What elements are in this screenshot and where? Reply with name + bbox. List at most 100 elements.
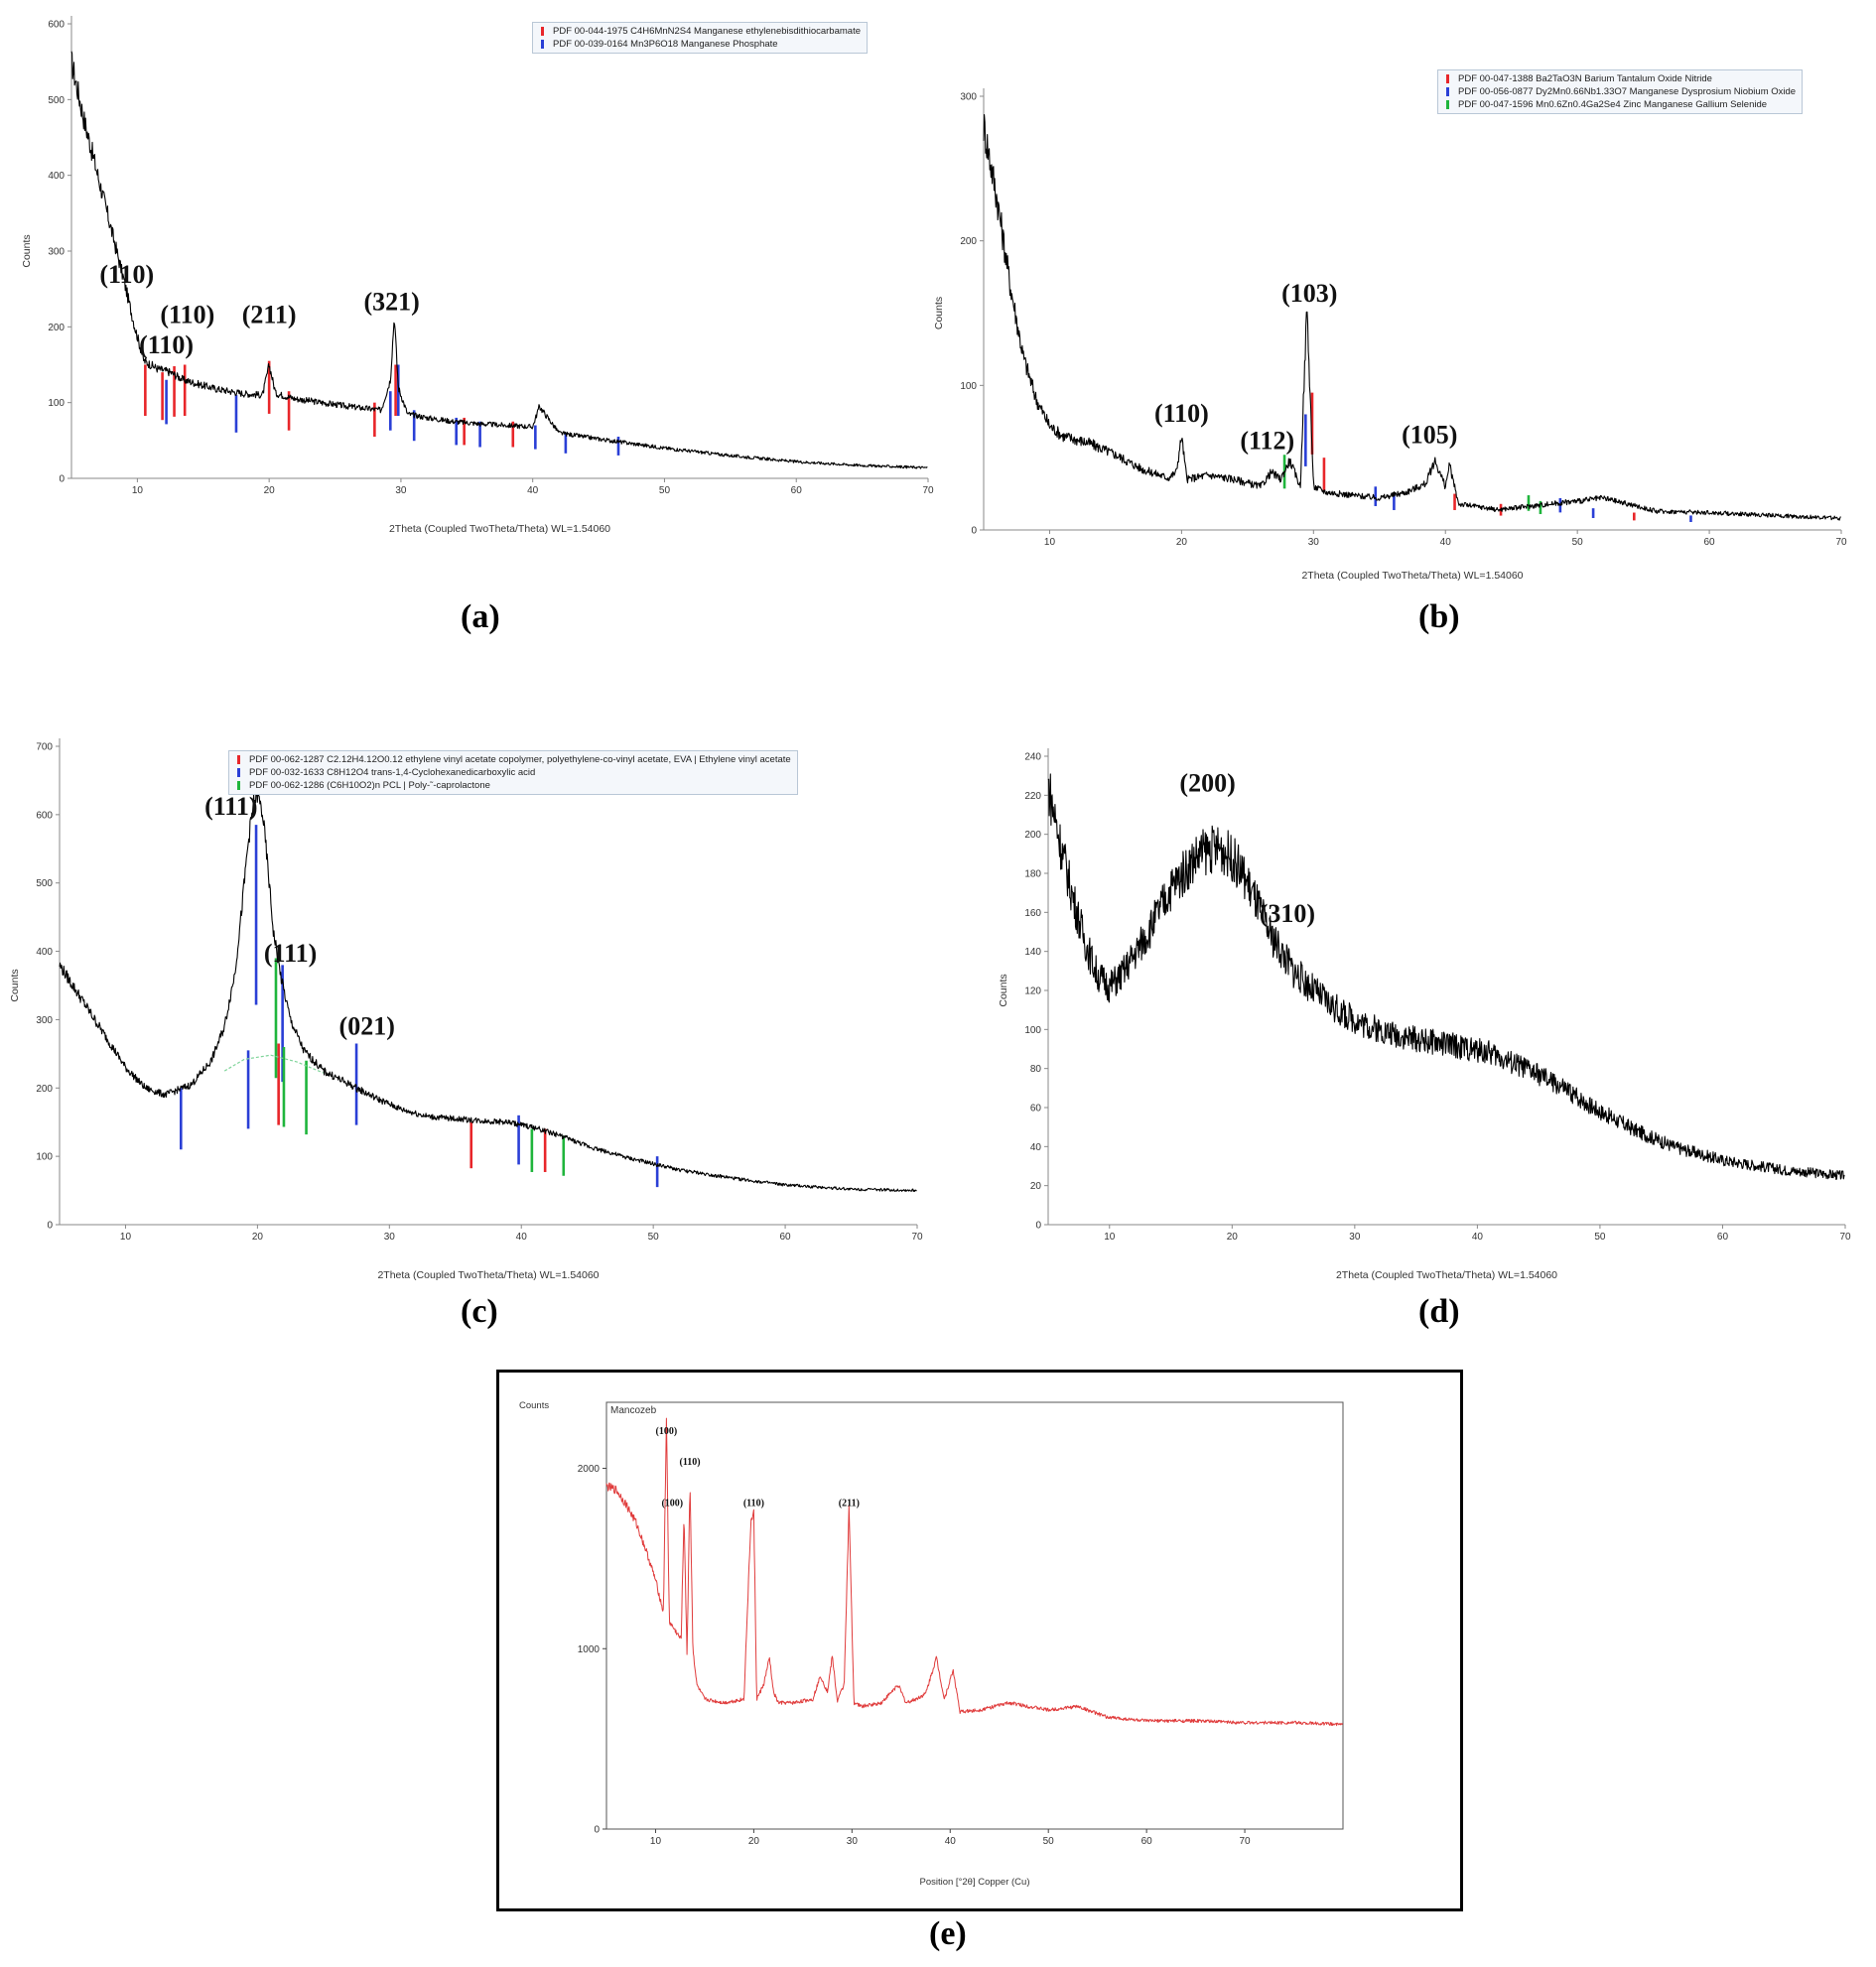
legend-swatch	[1446, 100, 1449, 109]
x-tick-label-e: 20	[748, 1836, 760, 1847]
x-tick-label-c: 30	[384, 1232, 396, 1243]
legend-entry: PDF 00-047-1596 Mn0.6Zn0.4Ga2Se4 Zinc Ma…	[1442, 98, 1796, 111]
y-tick-label-d: 0	[1035, 1221, 1041, 1232]
y-axis-label-b: Counts	[933, 297, 945, 329]
y-tick-label-c: 400	[36, 947, 53, 958]
peak-label-a: (110)	[99, 260, 154, 289]
chart-e: 10 20 30 40 50 60 70 0 1000 2000 Position [°2θ] Co…	[519, 1400, 1344, 1888]
trace-a	[70, 51, 928, 469]
legend-b: PDF 00-047-1388 Ba2TaO3N Barium Tantalum…	[1437, 69, 1804, 114]
y-axis-label-d: Counts	[998, 974, 1009, 1006]
x-tick-label-b: 50	[1572, 537, 1584, 548]
legend-label: PDF 00-044-1975 C4H6MnN2S4 Manganese eth…	[553, 26, 861, 37]
y-axis-label-c: Counts	[9, 969, 21, 1001]
legend-entry: PDF 00-039-0164 Mn3P6O18 Manganese Phosp…	[537, 38, 861, 51]
peak-label-e: (211)	[839, 1499, 860, 1509]
y-tick-label-b: 0	[971, 526, 977, 537]
legend-entry: PDF 00-047-1388 Ba2TaO3N Barium Tantalum…	[1442, 72, 1796, 85]
legend-entry: PDF 00-044-1975 C4H6MnN2S4 Manganese eth…	[537, 25, 861, 38]
x-tick-label-a: 50	[659, 485, 671, 496]
x-tick-label-d: 70	[1839, 1232, 1851, 1243]
x-tick-label-b: 40	[1440, 537, 1452, 548]
y-tick-label-d: 180	[1024, 869, 1041, 880]
y-tick-label-b: 200	[960, 236, 977, 247]
x-tick-label-b: 60	[1704, 537, 1716, 548]
trace-c	[59, 788, 917, 1193]
x-axis-label-c: 2Theta (Coupled TwoTheta/Theta) WL=1.540…	[377, 1269, 599, 1281]
x-tick-label-a: 20	[264, 485, 276, 496]
x-tick-label-e: 30	[847, 1836, 859, 1847]
legend-swatch	[1446, 87, 1449, 96]
x-tick-label-d: 60	[1717, 1232, 1729, 1243]
x-tick-label-a: 40	[527, 485, 539, 496]
y-tick-label-d: 160	[1024, 908, 1041, 919]
y-tick-label-c: 500	[36, 878, 53, 889]
y-tick-label-d: 40	[1030, 1142, 1042, 1153]
y-tick-label-d: 120	[1024, 986, 1041, 997]
legend-label: PDF 00-039-0164 Mn3P6O18 Manganese Phosp…	[553, 39, 778, 50]
panel-d: 10 20 30 40 50 60 70 0 20 40 60 80 100 120 140 160 180 20…	[938, 715, 1876, 1350]
peak-label-a: (211)	[242, 301, 297, 329]
peak-label-b: (103)	[1281, 279, 1337, 308]
chart-c: 10 20 30 40 50 60 7001002003004005006007002The…	[9, 738, 923, 1281]
y-tick-label-d: 140	[1024, 947, 1041, 958]
legend-label: PDF 00-047-1388 Ba2TaO3N Barium Tantalum…	[1458, 73, 1712, 84]
x-tick-label-c: 60	[780, 1232, 792, 1243]
x-tick-label-d: 50	[1594, 1232, 1606, 1243]
peak-label-b: (112)	[1240, 426, 1294, 455]
legend-label: PDF 00-056-0877 Dy2Mn0.66Nb1.33O7 Mangan…	[1458, 86, 1797, 97]
caption-a: (a)	[461, 598, 500, 635]
y-axis-label-e: Counts	[519, 1400, 549, 1411]
y-tick-label-a: 600	[48, 20, 65, 31]
legend-swatch	[541, 27, 544, 36]
y-tick-label-e: 0	[594, 1825, 600, 1836]
peak-label-c: (021)	[339, 1012, 395, 1041]
y-tick-label-d: 220	[1024, 791, 1041, 802]
trace-d	[1047, 773, 1845, 1180]
legend-label: PDF 00-047-1596 Mn0.6Zn0.4Ga2Se4 Zinc Ma…	[1458, 99, 1768, 110]
y-tick-label-a: 100	[48, 398, 65, 409]
x-tick-label-b: 10	[1044, 537, 1056, 548]
peak-label-a: (110)	[139, 330, 194, 359]
legend-swatch	[541, 40, 544, 49]
y-tick-label-b: 300	[960, 92, 977, 103]
y-tick-label-e: 2000	[578, 1464, 601, 1475]
x-axis-label-a: 2Theta (Coupled TwoTheta/Theta) WL=1.540…	[389, 523, 610, 535]
x-tick-label-b: 70	[1835, 537, 1847, 548]
panel-c: 10 20 30 40 50 60 70 0 100 200 300 400 500 600 700 2The…	[0, 715, 938, 1350]
peak-label-b: (105)	[1402, 421, 1457, 450]
trace-e	[605, 1417, 1343, 1727]
peak-label-e: (100)	[656, 1426, 678, 1437]
peak-label-a: (321)	[363, 288, 419, 317]
y-tick-label-d: 240	[1024, 752, 1041, 763]
x-tick-label-e: 60	[1141, 1836, 1153, 1847]
legend-a: PDF 00-044-1975 C4H6MnN2S4 Manganese eth…	[532, 22, 868, 54]
y-tick-label-b: 100	[960, 381, 977, 392]
x-tick-label-b: 20	[1176, 537, 1188, 548]
legend-swatch	[237, 755, 240, 764]
caption-e: (e)	[929, 1915, 967, 1952]
y-tick-label-a: 200	[48, 323, 65, 333]
peak-label-a: (110)	[160, 301, 214, 329]
peak-label-d: (310)	[1260, 899, 1315, 928]
y-tick-label-a: 500	[48, 95, 65, 106]
x-axis-label-e: Position [°2θ] Copper (Cu)	[920, 1877, 1030, 1888]
x-tick-label-a: 60	[791, 485, 803, 496]
y-tick-label-c: 700	[36, 742, 53, 753]
peak-label-c: (111)	[204, 792, 257, 821]
chart-title-e: Mancozeb	[610, 1405, 657, 1416]
peak-label-b: (110)	[1154, 399, 1209, 428]
peak-label-e: (110)	[743, 1499, 764, 1509]
y-tick-label-a: 400	[48, 171, 65, 182]
y-axis-label-a: Counts	[21, 234, 33, 267]
x-axis-label-d: 2Theta (Coupled TwoTheta/Theta) WL=1.540…	[1336, 1269, 1557, 1281]
legend-entry: PDF 00-062-1286 (C6H10O2)n PCL | Poly-˜-…	[233, 779, 791, 792]
x-tick-label-e: 70	[1240, 1836, 1252, 1847]
legend-swatch	[237, 781, 240, 790]
x-axis-label-b: 2Theta (Coupled TwoTheta/Theta) WL=1.540…	[1301, 570, 1523, 582]
legend-entry: PDF 00-032-1633 C8H12O4 trans-1,4-Cycloh…	[233, 766, 791, 779]
y-tick-label-c: 600	[36, 810, 53, 821]
y-tick-label-d: 200	[1024, 830, 1041, 841]
legend-c: PDF 00-062-1287 C2.12H4.12O0.12 ethylene…	[228, 750, 798, 795]
baseline-c	[223, 1054, 325, 1074]
